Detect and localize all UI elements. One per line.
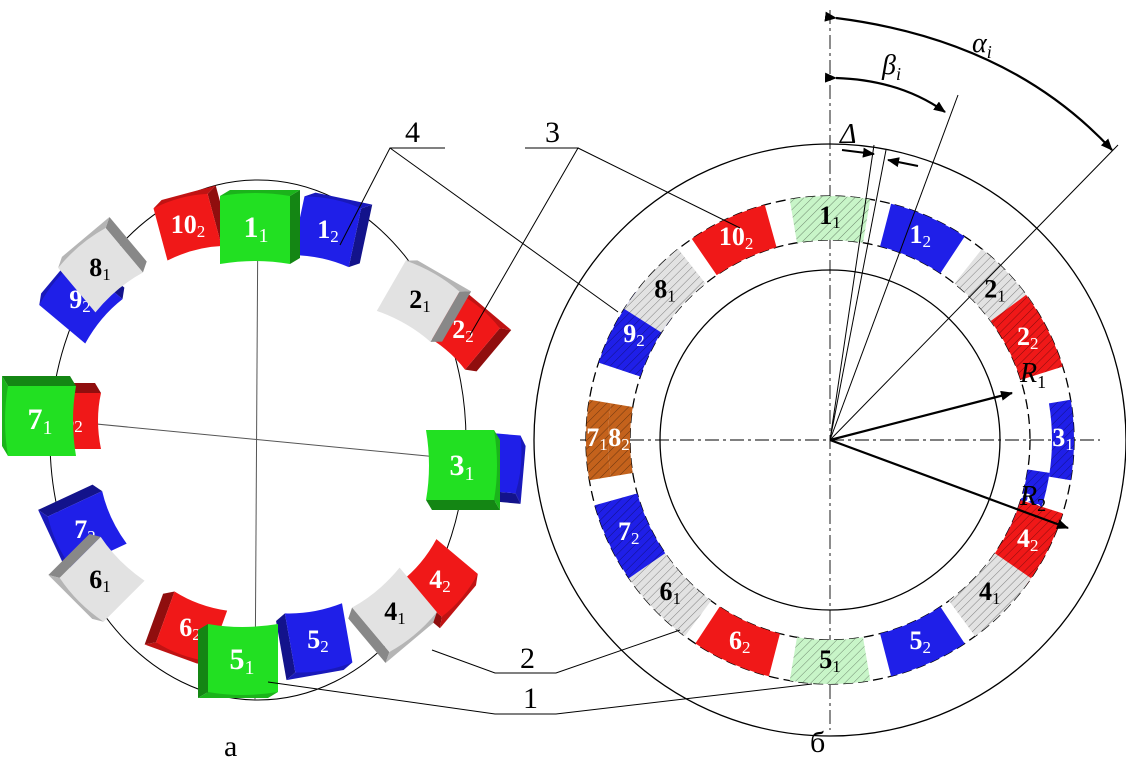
r2-arrow <box>829 438 1069 530</box>
r1-arrow <box>829 390 1013 442</box>
callout-3: 3 <box>545 116 560 149</box>
magnet-label: 52 <box>910 626 932 657</box>
magnet-label: 62 <box>179 613 201 644</box>
magnet-label: 21 <box>984 274 1006 305</box>
magnet-block-3-1 <box>426 430 500 510</box>
callout-1: 1 <box>523 682 538 715</box>
alpha-label: αi <box>972 28 992 62</box>
magnet-label: 52 <box>307 625 329 656</box>
right-view: 1112212231324241525162617271829281102 αi… <box>533 10 1126 737</box>
magnet-block-4-1 <box>348 567 437 663</box>
magnet-label: 72 <box>618 517 640 548</box>
callout-3-leader-b <box>577 147 741 229</box>
callout-2-leader <box>431 629 681 674</box>
magnet-label: 82 <box>608 423 630 454</box>
magnet-block-5-1 <box>198 624 278 698</box>
hatch-overlay <box>624 249 706 333</box>
beta-line <box>829 94 959 441</box>
callout-4-leader-b <box>389 147 619 313</box>
r2-label: R2 <box>1019 481 1046 515</box>
magnet-label: 102 <box>719 222 754 253</box>
magnet-label: 21 <box>409 285 431 316</box>
delta-arrow-left <box>841 147 875 158</box>
magnet-label: 42 <box>1017 524 1039 555</box>
magnet-label: 11 <box>819 201 841 232</box>
delta-arrow-right <box>887 157 919 168</box>
magnet-label: 31 <box>1052 423 1074 454</box>
magnet-label: 71 <box>28 403 53 439</box>
magnet-block-7-1 <box>2 376 76 456</box>
callouts: 4 3 2 1 <box>267 116 813 715</box>
left-view: 1222324252627282921021121314151617181 <box>2 179 526 701</box>
magnet-slot-6-2 <box>695 606 780 677</box>
magnet-slot-10-2 <box>691 204 777 276</box>
magnet-label: 81 <box>89 253 111 284</box>
magnet-label: 12 <box>910 220 932 251</box>
hatch-overlay <box>789 637 871 684</box>
magnet-label: 41 <box>979 577 1001 608</box>
magnet-label: 71 <box>586 423 608 454</box>
magnet-label: 62 <box>729 626 751 657</box>
left-vertical-axis <box>254 199 259 701</box>
magnet-label: 11 <box>244 211 269 247</box>
magnet-label: 51 <box>819 645 841 676</box>
callout-3-leader <box>469 147 579 336</box>
caption-b: б <box>810 726 825 759</box>
beta-arc <box>824 72 946 113</box>
callout-2: 2 <box>520 642 535 675</box>
magnet-label: 51 <box>230 643 255 679</box>
magnet-block-8-1 <box>58 217 147 313</box>
hatch-overlay <box>594 493 666 579</box>
magnet-block-2-1 <box>376 260 472 342</box>
magnet-label: 61 <box>660 577 682 608</box>
magnet-label: 12 <box>317 215 339 246</box>
callout-1-leader <box>267 681 813 715</box>
callout-4: 4 <box>405 116 420 149</box>
hatch-overlay <box>585 399 612 481</box>
hatch-overlay <box>990 294 1063 380</box>
magnet-label: 61 <box>89 565 111 596</box>
hatch-overlay <box>789 196 871 243</box>
magnet-label: 102 <box>171 210 206 241</box>
hatch-overlay <box>948 553 1032 637</box>
r1-label: R1 <box>1019 358 1046 392</box>
magnet-slot-1-2 <box>880 203 965 274</box>
magnet-block-5-2 <box>276 603 353 681</box>
magnet-block-1-2 <box>292 192 373 268</box>
magnet-label: 22 <box>1017 322 1039 353</box>
alpha-line <box>829 144 1119 441</box>
alpha-arc <box>824 11 1113 151</box>
delta-line-a <box>829 144 875 441</box>
magnet-label: 42 <box>429 565 451 596</box>
magnet-label: 41 <box>384 597 406 628</box>
magnet-label: 31 <box>450 449 475 485</box>
delta-line-b <box>829 149 887 441</box>
magnet-block-6-1 <box>48 534 145 622</box>
hatch-overlay <box>628 553 712 637</box>
delta-label: Δ <box>839 119 856 150</box>
magnet-label: 92 <box>623 319 645 350</box>
magnet-block-1-1 <box>220 190 300 264</box>
magnet-slot-5-2 <box>880 606 965 677</box>
hatch-overlay <box>608 403 633 477</box>
caption-a: а <box>224 730 237 763</box>
beta-label: βi <box>881 50 901 84</box>
magnet-label: 22 <box>452 315 474 346</box>
magnet-label: 81 <box>654 274 676 305</box>
hatch-overlay <box>1048 399 1074 481</box>
